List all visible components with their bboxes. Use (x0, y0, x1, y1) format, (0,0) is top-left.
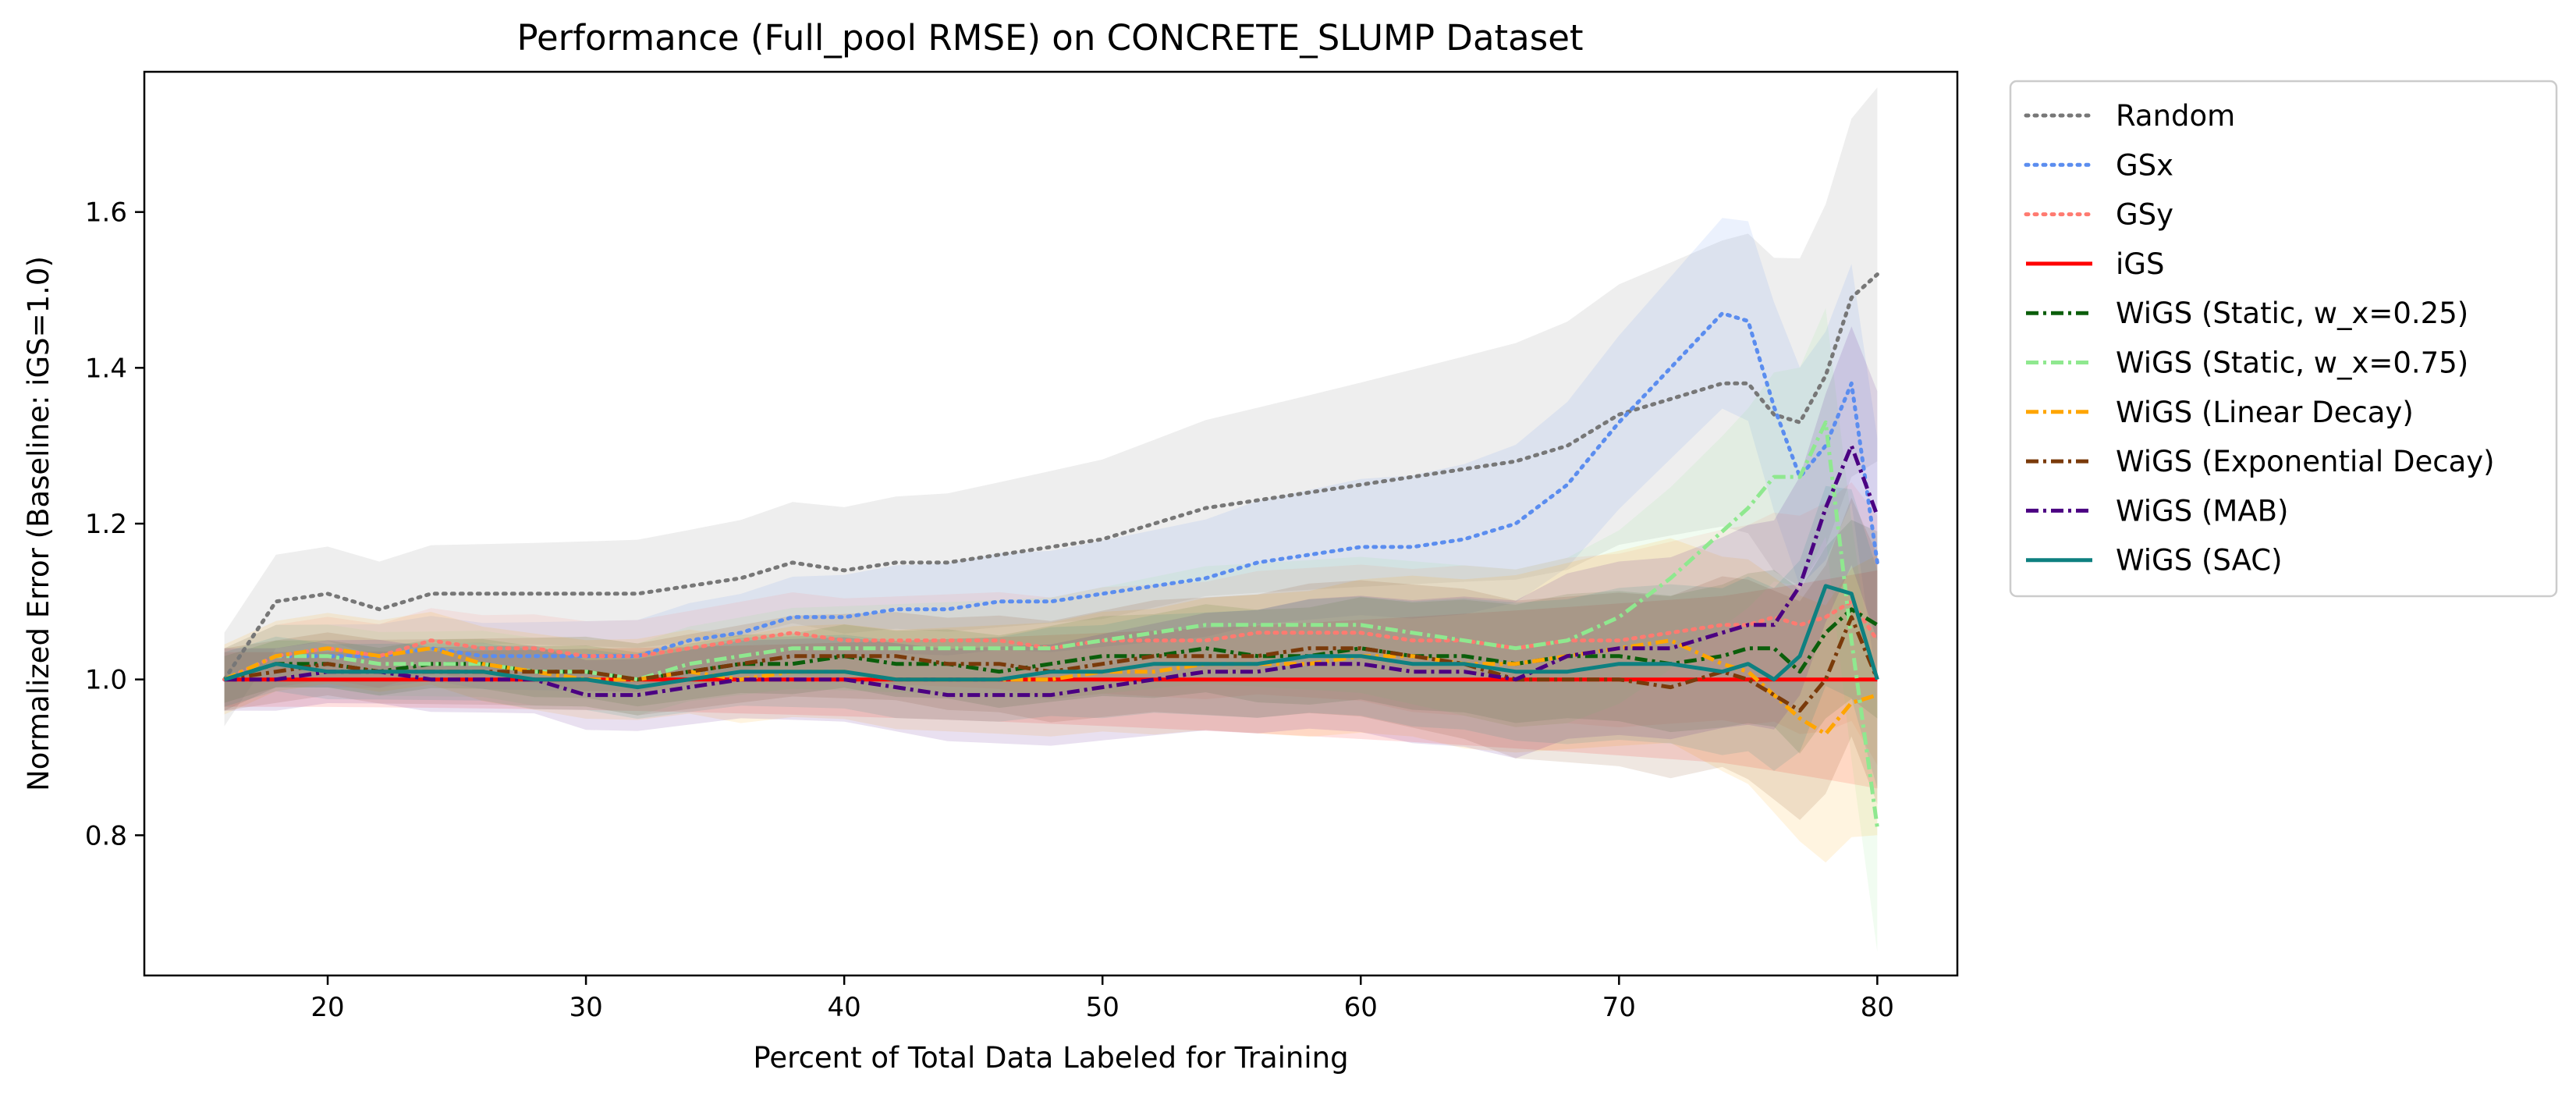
y-tick-label: 1.2 (85, 509, 127, 540)
y-tick-label: 1.4 (85, 353, 127, 384)
chart-title: Performance (Full_pool RMSE) on CONCRETE… (516, 17, 1583, 59)
x-axis-label: Percent of Total Data Labeled for Traini… (753, 1041, 1348, 1075)
y-axis-label: Normalized Error (Baseline: iGS=1.0) (22, 256, 55, 791)
legend-label-10: WiGS (SAC) (2116, 544, 2283, 577)
legend-label-6: WiGS (Static, w_x=0.75) (2116, 346, 2468, 380)
y-tick-label: 1.0 (85, 665, 127, 696)
x-tick-label: 30 (569, 992, 602, 1023)
x-tick-label: 80 (1861, 992, 1894, 1023)
legend-label-4: iGS (2116, 247, 2164, 281)
band-8 (224, 497, 1878, 820)
legend-label-9: WiGS (MAB) (2116, 494, 2288, 528)
legend-label-3: GSy (2116, 198, 2173, 232)
band-1 (224, 87, 1878, 727)
band-9 (224, 326, 1878, 759)
band-7 (224, 538, 1878, 863)
legend-box (2009, 80, 2558, 598)
x-tick-label: 60 (1344, 992, 1378, 1023)
band-6 (224, 307, 1878, 953)
x-axis-ticks: 20 30 40 50 60 70 80 (310, 975, 1894, 1023)
x-tick-label: 70 (1602, 992, 1636, 1023)
x-tick-label: 50 (1086, 992, 1119, 1023)
band-10 (224, 485, 1878, 789)
band-2 (224, 218, 1878, 711)
x-tick-label: 40 (828, 992, 861, 1023)
series-line-8 (224, 615, 1879, 713)
legend-label-5: WiGS (Static, w_x=0.25) (2116, 297, 2468, 330)
band-3 (224, 481, 1878, 766)
legend-label-7: WiGS (Linear Decay) (2116, 396, 2414, 429)
y-axis-ticks: 0.8 1.0 1.2 1.4 1.6 (85, 197, 144, 851)
legend-label-2: GSx (2116, 148, 2173, 182)
series-line-1 (222, 272, 1879, 682)
y-tick-label: 0.8 (85, 820, 127, 851)
series-line-2 (222, 311, 1879, 682)
y-tick-label: 1.6 (85, 197, 127, 229)
legend: Random GSx GSy iGS WiGS (Static, w_x=0.25) Wi… (2009, 80, 2558, 598)
legend-label-1: Random (2116, 99, 2235, 133)
series-line-3 (222, 599, 1879, 682)
x-tick-label: 20 (310, 992, 344, 1023)
series-line-10 (223, 584, 1879, 690)
series-lines (222, 272, 1879, 828)
legend-label-8: WiGS (Exponential Decay) (2116, 445, 2495, 478)
